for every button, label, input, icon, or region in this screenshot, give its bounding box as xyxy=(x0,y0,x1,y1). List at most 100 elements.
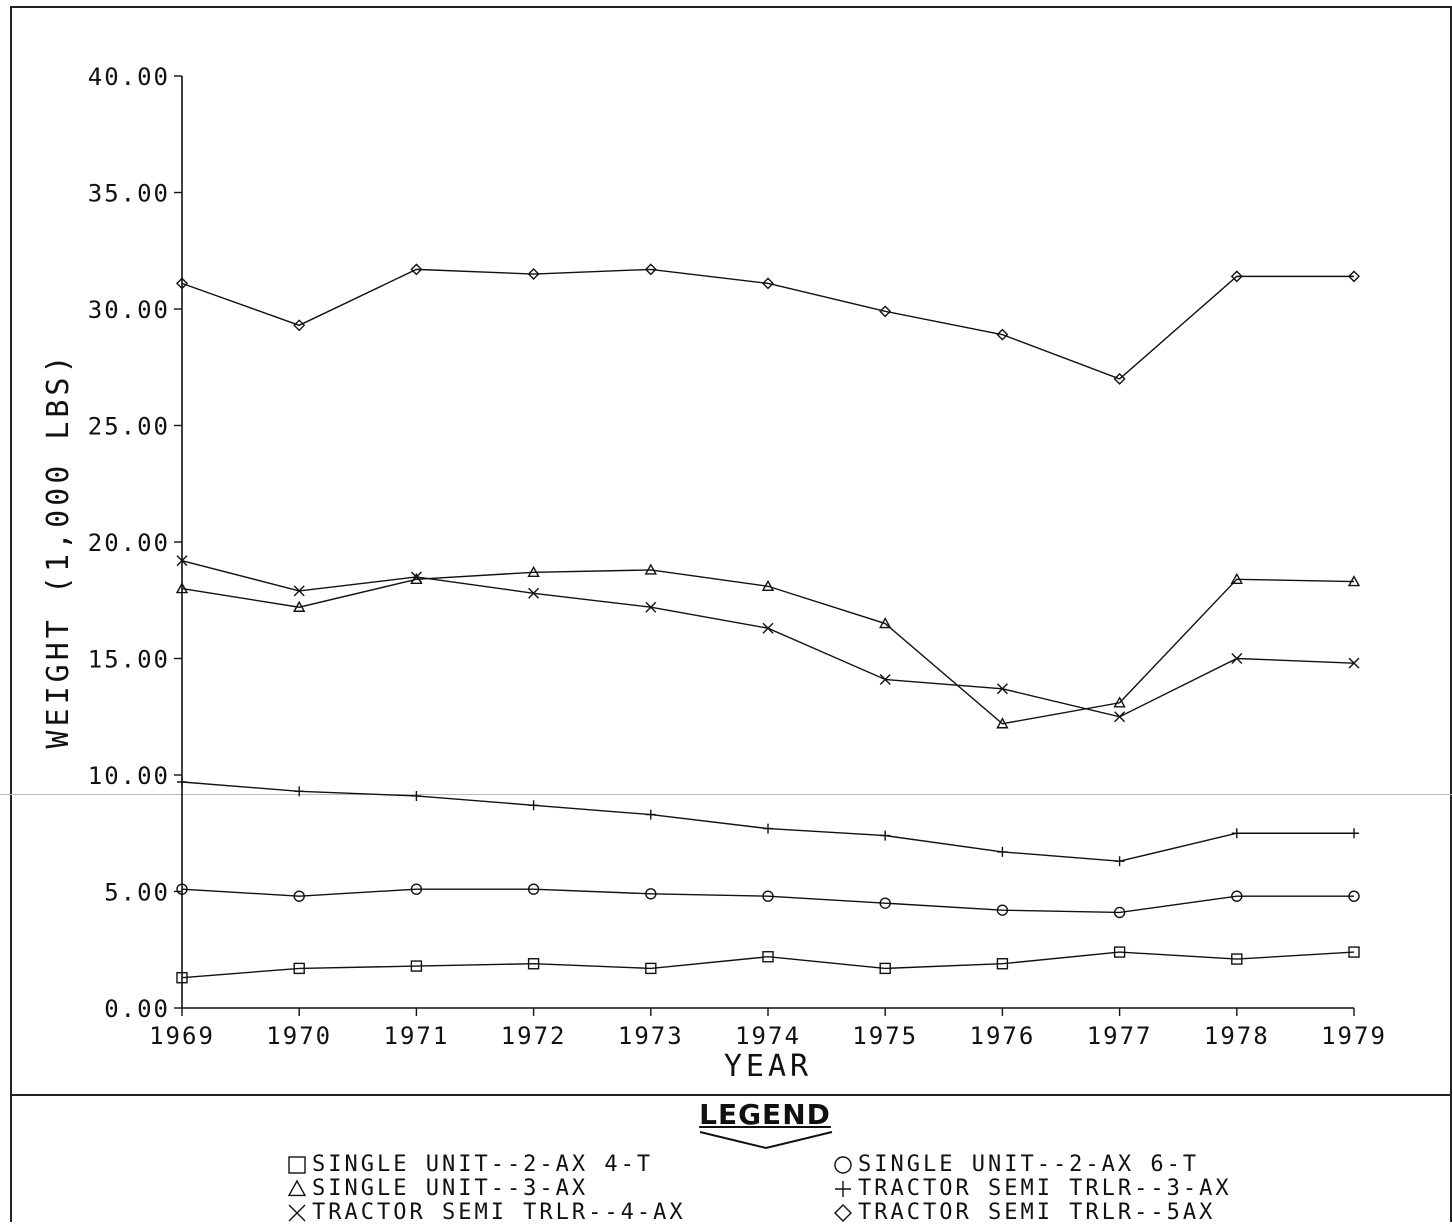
data-point-circle xyxy=(1113,906,1126,919)
legend-item-semi-5ax: TRACTOR SEMI TRLR--5AX xyxy=(832,1200,1215,1225)
data-point-square xyxy=(1231,953,1243,965)
data-point-diamond xyxy=(527,268,540,281)
data-point-plus xyxy=(1231,828,1242,839)
data-point-plus xyxy=(880,830,891,841)
x-tick-label: 1977 xyxy=(1087,1022,1153,1050)
data-point-x xyxy=(293,585,305,597)
data-point-square xyxy=(1348,946,1360,958)
x-tick-label: 1978 xyxy=(1204,1022,1270,1050)
data-point-plus xyxy=(763,823,773,834)
legend-arrow-icon xyxy=(699,1131,833,1150)
data-point-square xyxy=(762,951,774,963)
data-point-plus xyxy=(645,809,656,820)
square-marker-icon xyxy=(288,1155,306,1174)
plus-glyph xyxy=(835,1180,851,1197)
x-tick-label: 1972 xyxy=(501,1022,567,1050)
series-line xyxy=(181,951,1355,979)
series-line xyxy=(181,569,1355,725)
data-point-square xyxy=(879,962,891,975)
data-point-diamond xyxy=(1113,372,1126,385)
data-point-square xyxy=(176,972,188,984)
series-triangle xyxy=(175,563,1361,729)
series-x xyxy=(176,555,1360,723)
data-point-plus xyxy=(294,786,305,797)
data-point-circle xyxy=(762,890,774,902)
data-point-diamond xyxy=(176,277,188,290)
data-point-plus xyxy=(411,790,422,801)
data-point-square xyxy=(293,962,305,975)
data-point-triangle xyxy=(175,582,189,594)
data-point-circle xyxy=(1348,890,1360,902)
scan-artifact-line xyxy=(0,794,1452,795)
series-circle xyxy=(176,883,1360,919)
data-point-triangle xyxy=(1230,572,1243,584)
data-point-plus xyxy=(997,846,1008,857)
legend-item-3ax: SINGLE UNIT--3-AX xyxy=(286,1176,588,1201)
legend-label: TRACTOR SEMI TRLR--4-AX xyxy=(312,1200,686,1225)
data-point-triangle xyxy=(293,600,306,612)
data-point-square xyxy=(410,960,423,972)
data-point-plus xyxy=(177,776,187,787)
y-tick-label: 0.00 xyxy=(104,995,170,1023)
legend-label: TRACTOR SEMI TRLR--5AX xyxy=(858,1200,1216,1225)
data-point-x xyxy=(762,622,774,634)
diamond-glyph xyxy=(834,1203,852,1222)
data-point-square xyxy=(996,958,1009,970)
x-axis-title: YEAR xyxy=(724,1049,812,1084)
x-tick-label: 1974 xyxy=(735,1022,801,1050)
y-tick-label: 5.00 xyxy=(104,879,170,907)
data-point-diamond xyxy=(410,263,423,276)
y-tick-label: 20.00 xyxy=(88,529,170,557)
data-point-plus xyxy=(1114,856,1125,867)
data-point-x xyxy=(996,683,1008,695)
y-tick-label: 35.00 xyxy=(88,180,170,208)
data-point-circle xyxy=(996,904,1009,916)
data-point-square xyxy=(645,962,657,975)
series-plus xyxy=(177,776,1359,867)
series-layer xyxy=(175,263,1361,984)
square-glyph xyxy=(288,1155,306,1174)
y-tick-label: 30.00 xyxy=(88,296,170,324)
series-line xyxy=(181,559,1355,718)
data-point-plus xyxy=(1349,828,1359,839)
data-point-triangle xyxy=(879,617,892,629)
y-tick-label: 25.00 xyxy=(88,413,170,441)
data-point-triangle xyxy=(996,717,1009,729)
data-point-circle xyxy=(176,883,188,895)
triangle-marker-icon xyxy=(287,1179,307,1196)
data-point-diamond xyxy=(1230,270,1243,283)
data-point-circle xyxy=(1231,890,1243,902)
data-point-circle xyxy=(527,883,540,895)
x-tick-label: 1970 xyxy=(266,1022,332,1050)
legend-label: SINGLE UNIT--2-AX 6-T xyxy=(858,1152,1200,1177)
legend-item-semi-4ax: TRACTOR SEMI TRLR--4-AX xyxy=(286,1200,686,1225)
data-point-x xyxy=(879,673,891,685)
axes: 0.00 5.00 10.00 15.00 20.00 25.00 30.00 35.00 40… xyxy=(88,63,1387,1050)
data-point-diamond xyxy=(1348,270,1360,283)
series-line xyxy=(181,781,1354,862)
figure-frame xyxy=(10,6,1452,1222)
legend-divider xyxy=(10,1094,1452,1096)
data-point-circle xyxy=(410,883,423,895)
data-point-triangle xyxy=(1347,575,1361,587)
legend-label: TRACTOR SEMI TRLR--3-AX xyxy=(858,1176,1232,1201)
x-marker-icon xyxy=(288,1204,306,1221)
series-line xyxy=(181,888,1354,914)
y-tick-label: 10.00 xyxy=(88,762,170,790)
data-point-x xyxy=(1114,711,1126,723)
data-point-diamond xyxy=(879,305,892,318)
x-tick-label: 1971 xyxy=(384,1022,450,1050)
x-tick-label: 1979 xyxy=(1321,1022,1387,1050)
data-point-diamond xyxy=(762,277,774,290)
legend-item-2ax-6t: SINGLE UNIT--2-AX 6-T xyxy=(832,1152,1199,1177)
x-glyph xyxy=(288,1204,306,1221)
legend-title: LEGEND xyxy=(699,1098,831,1131)
data-point-triangle xyxy=(527,565,540,577)
diamond-marker-icon xyxy=(834,1203,852,1222)
legend-label: SINGLE UNIT--3-AX xyxy=(312,1176,589,1201)
x-tick-label: 1975 xyxy=(852,1022,918,1050)
x-tick-label: 1976 xyxy=(970,1022,1036,1050)
data-point-x xyxy=(528,587,540,599)
data-point-x xyxy=(410,571,422,583)
series-line xyxy=(181,268,1354,380)
